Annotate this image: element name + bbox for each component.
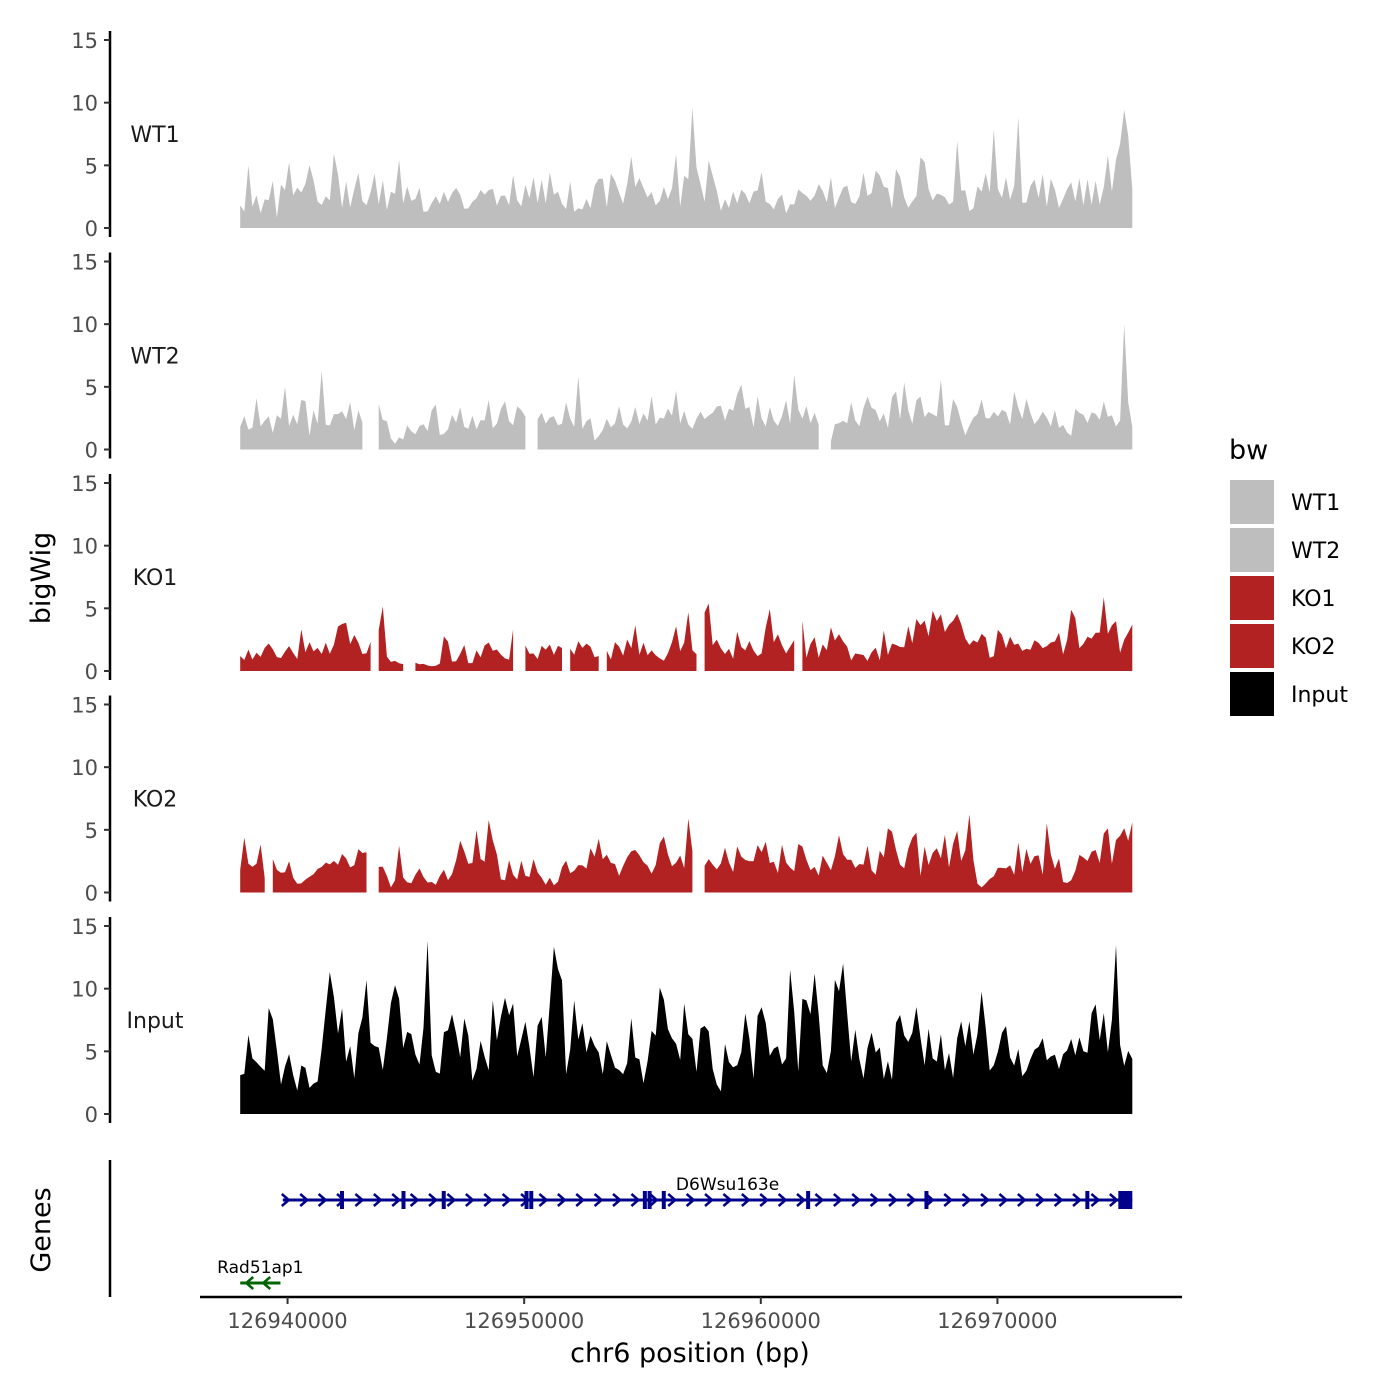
exon-d6wsu163e-2: [442, 1191, 446, 1209]
legend-label-wt1: WT1: [1291, 491, 1340, 516]
exon-d6wsu163e-5: [643, 1191, 647, 1209]
coverage-area-ko1-0: [240, 623, 370, 671]
track-label-wt1: WT1: [130, 123, 179, 148]
track-label-ko1: KO1: [133, 566, 178, 591]
exon-d6wsu163e-8: [806, 1191, 810, 1209]
track-panel-ko2: 0 5 10 15 KO2: [71, 694, 1132, 906]
y-tick-label-ko2-15: 15: [71, 694, 98, 718]
coverage-area-ko1-5: [607, 612, 697, 671]
y-tick-label-wt1-15: 15: [71, 29, 98, 53]
coverage-area-wt2-2: [538, 375, 819, 450]
gene-d6wsu163e: D6Wsu163e: [282, 1175, 1132, 1209]
exon-d6wsu163e-6: [648, 1191, 652, 1209]
genes-panel-title: Genes: [26, 1187, 57, 1272]
y-tick-label-input-0: 0: [85, 1103, 98, 1127]
x-axis: 126940000 126950000 126960000 126970000: [200, 1297, 1182, 1333]
y-tick-label-wt1-5: 5: [85, 154, 98, 178]
y-tick-label-wt2-10: 10: [71, 313, 98, 337]
gene-label-rad51ap1: Rad51ap1: [217, 1258, 303, 1278]
y-tick-label-ko1-0: 0: [85, 660, 98, 684]
y-tick-label-ko1-15: 15: [71, 472, 98, 496]
legend-key-input: [1230, 672, 1274, 716]
track-panels: 0 5 10 15 WT1 0 5 10 15 WT2 0 5 10 15 KO1 0 5 10 15 KO2 0 5 10…: [71, 29, 1132, 1127]
legend-label-ko1: KO1: [1291, 587, 1336, 612]
y-axis-title: bigWig: [26, 532, 57, 625]
y-tick-label-ko2-5: 5: [85, 819, 98, 843]
coverage-area-ko2-0: [240, 838, 265, 893]
coverage-area-ko1-7: [802, 597, 1132, 671]
coverage-area-ko1-6: [705, 604, 795, 672]
legend-label-wt2: WT2: [1291, 539, 1340, 564]
coverage-area-wt1-0: [240, 108, 1132, 228]
y-tick-label-input-15: 15: [71, 915, 98, 939]
coverage-area-wt2-1: [379, 400, 526, 450]
legend-label-ko2: KO2: [1291, 635, 1336, 660]
y-tick-label-ko1-5: 5: [85, 597, 98, 621]
legend-title: bw: [1229, 435, 1268, 466]
y-tick-label-wt2-15: 15: [71, 251, 98, 275]
y-tick-label-wt2-5: 5: [85, 376, 98, 400]
coverage-area-ko2-1: [273, 849, 367, 892]
y-tick-label-wt1-0: 0: [85, 217, 98, 241]
coverage-area-ko2-3: [705, 815, 1133, 893]
coverage-area-ko1-3: [525, 645, 562, 672]
gene-rad51ap1: Rad51ap1: [217, 1258, 303, 1289]
x-tick-label-3: 126970000: [937, 1309, 1057, 1333]
track-panel-wt2: 0 5 10 15 WT2: [71, 251, 1132, 463]
genes-panel: D6Wsu163e Rad51ap1: [110, 1160, 1132, 1297]
coverage-area-ko1-2: [415, 630, 513, 672]
legend-key-ko1: [1230, 576, 1274, 620]
exon-d6wsu163e-3: [525, 1191, 529, 1209]
y-tick-label-ko1-10: 10: [71, 535, 98, 559]
legend-key-ko2: [1230, 624, 1274, 668]
y-tick-label-wt2-0: 0: [85, 439, 98, 463]
y-tick-label-wt1-10: 10: [71, 92, 98, 116]
track-label-wt2: WT2: [130, 345, 179, 370]
x-tick-label-0: 126940000: [227, 1309, 347, 1333]
track-panel-input: 0 5 10 15 Input: [71, 915, 1132, 1127]
legend-key-wt2: [1230, 528, 1274, 572]
coverage-area-input-0: [240, 941, 1132, 1114]
exon-d6wsu163e-9: [924, 1191, 928, 1209]
legend-label-input: Input: [1291, 683, 1348, 708]
coverage-area-wt2-3: [831, 324, 1132, 449]
y-tick-label-input-5: 5: [85, 1040, 98, 1064]
coverage-area-ko2-2: [379, 819, 693, 893]
track-panel-wt1: 0 5 10 15 WT1: [71, 29, 1132, 241]
exon-d6wsu163e-0: [340, 1191, 344, 1209]
x-tick-label-1: 126950000: [464, 1309, 584, 1333]
coverage-area-wt2-0: [240, 371, 362, 450]
exon-d6wsu163e-4: [529, 1191, 533, 1209]
x-axis-title: chr6 position (bp): [570, 1338, 810, 1369]
exon-terminal-d6wsu163e: [1118, 1191, 1132, 1209]
x-tick-label-2: 126960000: [701, 1309, 821, 1333]
gene-label-d6wsu163e: D6Wsu163e: [676, 1175, 779, 1195]
y-tick-label-input-10: 10: [71, 978, 98, 1002]
legend-key-wt1: [1230, 480, 1274, 524]
track-label-input: Input: [127, 1009, 184, 1034]
y-tick-label-ko2-0: 0: [85, 882, 98, 906]
coverage-area-ko1-1: [379, 607, 404, 672]
exon-d6wsu163e-1: [401, 1191, 405, 1209]
coverage-tracks-chart: bigWig Genes chr6 position (bp) bw 0 5 10 1…: [0, 0, 1400, 1400]
coverage-area-ko1-4: [570, 641, 599, 671]
exon-d6wsu163e-10: [1085, 1191, 1089, 1209]
track-label-ko2: KO2: [133, 788, 178, 813]
legend: WT1 WT2 KO1 KO2 Input: [1230, 480, 1348, 716]
track-panel-ko1: 0 5 10 15 KO1: [71, 472, 1132, 684]
exon-d6wsu163e-7: [662, 1191, 666, 1209]
y-tick-label-ko2-10: 10: [71, 756, 98, 780]
